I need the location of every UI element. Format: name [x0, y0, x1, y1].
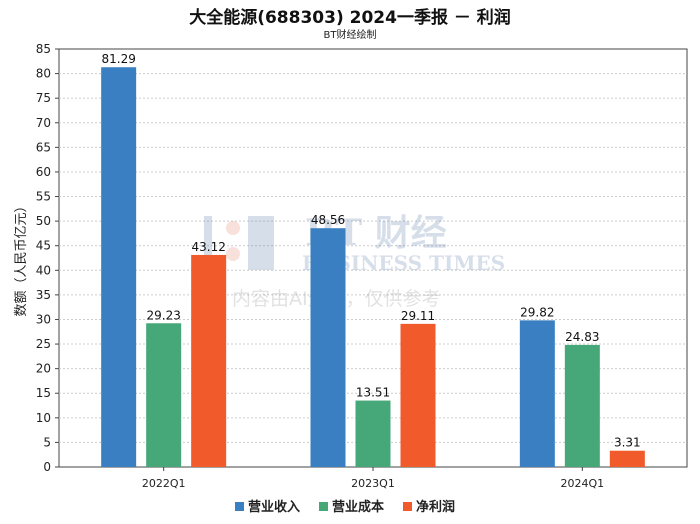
y-tick-label: 75	[36, 91, 51, 105]
bar-value-label: 43.12	[191, 240, 225, 254]
y-tick-label: 45	[36, 239, 51, 253]
y-axis-ticks: 0 5 10 15 20 25 30 35 40 45 50 55 60 65 70 75 80 85	[36, 42, 59, 474]
x-tick-label: 2024Q1	[561, 477, 605, 490]
watermark-logo-block	[248, 216, 274, 270]
legend-swatch	[319, 502, 328, 511]
y-tick-label: 0	[43, 460, 51, 474]
legend-swatch	[235, 502, 244, 511]
bars	[101, 67, 645, 467]
y-tick-label: 20	[36, 362, 51, 376]
chart-subtitle: BT财经绘制	[323, 30, 377, 41]
y-tick-label: 60	[36, 165, 51, 179]
legend-swatch	[403, 502, 412, 511]
bar-value-label: 81.29	[101, 52, 135, 66]
bar	[101, 67, 137, 467]
bar-value-label: 29.11	[401, 309, 435, 323]
watermark-logo-dot	[226, 247, 240, 261]
y-tick-label: 15	[36, 386, 51, 400]
y-tick-label: 80	[36, 67, 51, 81]
watermark-logo-dot	[226, 221, 240, 235]
x-tick-label: 2022Q1	[142, 477, 186, 490]
legend-label: 净利润	[416, 499, 455, 515]
bar	[146, 323, 182, 467]
bar-value-label: 24.83	[565, 330, 599, 344]
x-axis-categories: 2022Q1 2023Q1 2024Q1	[142, 467, 604, 490]
y-tick-label: 40	[36, 263, 51, 277]
legend: 营业收入 营业成本 净利润	[235, 499, 455, 515]
y-tick-label: 70	[36, 116, 51, 130]
bar	[310, 228, 346, 467]
legend-label: 营业成本	[332, 499, 384, 515]
bar	[609, 450, 645, 467]
bar-value-label: 13.51	[356, 386, 390, 400]
bar	[191, 254, 227, 467]
bar-value-label: 3.31	[614, 436, 641, 450]
chart-title: 大全能源(688303) 2024一季报 － 利润	[189, 8, 511, 28]
y-tick-label: 50	[36, 214, 51, 228]
bar-value-label: 29.82	[520, 305, 554, 319]
bar	[355, 400, 391, 467]
y-tick-label: 85	[36, 42, 51, 56]
y-tick-label: 55	[36, 190, 51, 204]
bar-value-labels: 81.29 29.23 43.12 48.56 13.51 29.11 29.82 24.83…	[101, 52, 640, 449]
x-tick-label: 2023Q1	[351, 477, 395, 490]
bar-value-label: 48.56	[311, 213, 345, 227]
y-tick-label: 5	[43, 435, 51, 449]
watermark-logo-bar	[204, 216, 212, 270]
bar-value-label: 29.23	[146, 308, 180, 322]
bar	[564, 344, 600, 467]
legend-label: 营业收入	[248, 499, 300, 515]
y-tick-label: 30	[36, 312, 51, 326]
bar	[519, 320, 555, 467]
y-tick-label: 25	[36, 337, 51, 351]
y-axis-label: 数额（人民币亿元）	[14, 199, 29, 316]
y-tick-label: 35	[36, 288, 51, 302]
y-tick-label: 10	[36, 411, 51, 425]
bar	[400, 323, 436, 467]
y-tick-label: 65	[36, 140, 51, 154]
